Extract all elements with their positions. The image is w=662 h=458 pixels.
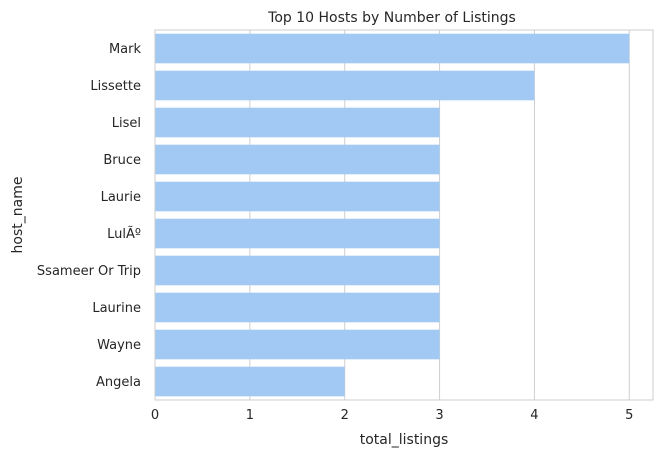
bar [155,255,440,286]
bar [155,181,440,212]
x-tick-label: 5 [625,408,633,423]
plot-frame [154,29,654,401]
bar [155,70,535,101]
x-tick-label: 1 [246,408,254,423]
y-tick-label: Laurine [92,301,141,316]
bar [155,218,440,249]
bar [155,366,345,397]
y-tick-label: Lissette [90,79,141,94]
bar [155,329,440,360]
y-tick-label: Bruce [103,153,141,168]
bar [155,144,440,175]
y-tick-labels: Mark Lissette Lisel Bruce Laurie LulÃº Ssameer… [37,42,142,390]
x-tick-labels: 0 1 2 3 4 5 [151,408,634,423]
x-axis-label: total_listings [360,432,449,448]
bar [155,107,440,138]
bar [155,292,440,323]
y-tick-label: Laurie [101,190,141,205]
y-axis-label: host_name [10,177,26,254]
bar [155,33,630,64]
y-tick-label: LulÃº [107,226,141,242]
y-tick-label: Angela [96,375,141,390]
y-tick-label: Lisel [112,116,141,131]
bars [155,33,630,397]
x-tick-label: 2 [341,408,349,423]
y-tick-label: Ssameer Or Trip [37,264,141,279]
x-tick-label: 0 [151,408,159,423]
y-tick-label: Mark [109,42,142,57]
x-tick-label: 4 [530,408,538,423]
x-tick-label: 3 [435,408,443,423]
chart-title: Top 10 Hosts by Number of Listings [267,10,516,26]
y-tick-label: Wayne [97,338,141,353]
